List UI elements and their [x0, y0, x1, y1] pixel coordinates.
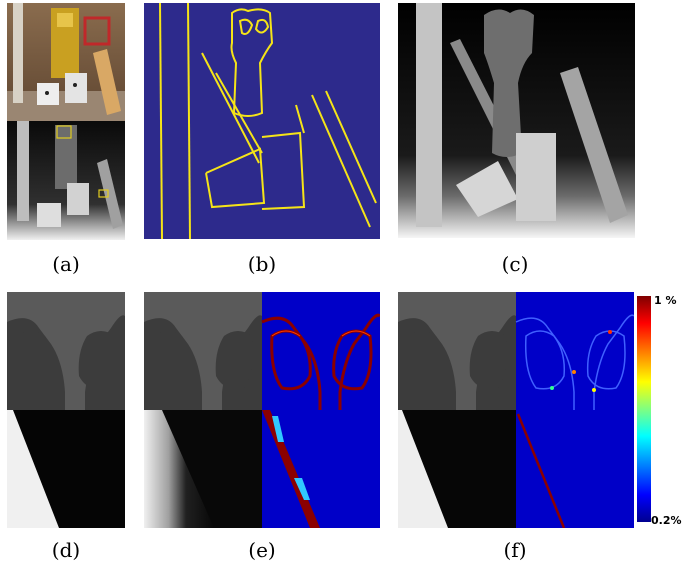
panel-b-edge-map	[144, 3, 380, 239]
caption-d: (d)	[51, 538, 81, 562]
panel-d-image	[7, 292, 125, 528]
caption-c: (c)	[501, 252, 529, 276]
colorbar	[637, 296, 651, 522]
colorbar-min-label: 0.2%	[651, 514, 682, 527]
caption-a: (a)	[52, 252, 80, 276]
panel-a-image	[7, 3, 125, 240]
panel-e-image	[144, 292, 380, 528]
panel-f-zoom-proposed	[398, 292, 634, 528]
caption-b: (b)	[247, 252, 277, 276]
caption-f: (f)	[503, 538, 527, 562]
panel-a-input-and-depth	[7, 3, 125, 240]
caption-e: (e)	[248, 538, 276, 562]
panel-d-zoom-ground-truth	[7, 292, 125, 528]
colorbar-gradient	[637, 296, 651, 522]
panel-f-image	[398, 292, 634, 528]
panel-c-image	[398, 3, 635, 238]
panel-c-depth-result	[398, 3, 635, 238]
panel-b-image	[144, 3, 380, 239]
panel-e-zoom-baseline	[144, 292, 380, 528]
colorbar-max-label: 1 %	[654, 294, 677, 307]
